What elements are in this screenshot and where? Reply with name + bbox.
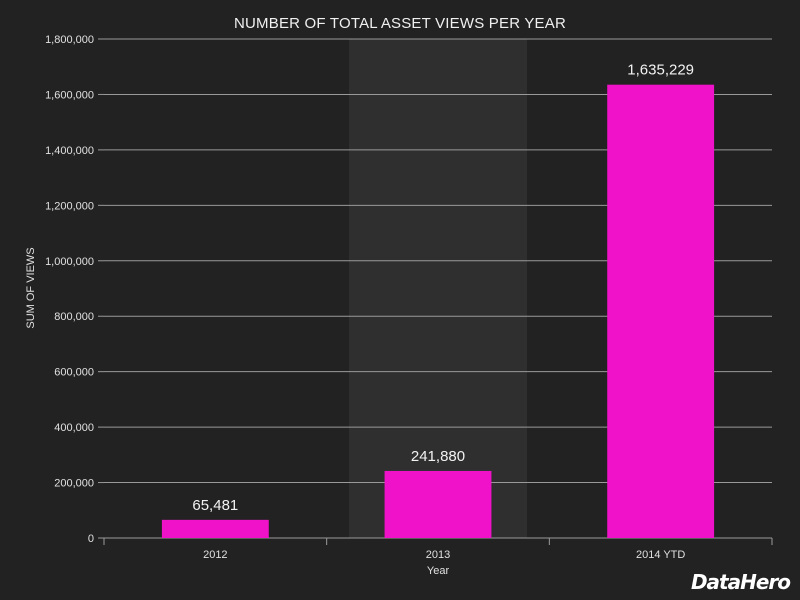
y-tick-label: 1,800,000 xyxy=(45,34,94,46)
y-tick-label: 200,000 xyxy=(54,478,94,490)
x-tick-label: 2012 xyxy=(203,549,227,561)
bar-value-label: 241,880 xyxy=(411,448,465,465)
bar[interactable] xyxy=(384,470,492,538)
x-tick-label: 2013 xyxy=(426,549,450,561)
y-tick-label: 1,200,000 xyxy=(45,200,94,212)
bar-value-label: 65,481 xyxy=(192,497,238,514)
y-tick-label: 1,600,000 xyxy=(45,89,94,101)
y-axis-label: SUM OF VIEWS xyxy=(25,247,37,328)
y-tick-label: 1,000,000 xyxy=(45,256,94,268)
y-tick-label: 1,400,000 xyxy=(45,145,94,157)
highlight-band xyxy=(348,39,528,538)
bar-value-label: 1,635,229 xyxy=(627,62,694,79)
bar[interactable] xyxy=(161,519,269,538)
chart-title: NUMBER OF TOTAL ASSET VIEWS PER YEAR xyxy=(234,15,566,32)
x-tick-label: 2014 YTD xyxy=(636,549,685,561)
y-tick-label: 600,000 xyxy=(54,367,94,379)
x-axis-label: Year xyxy=(427,565,450,577)
y-tick-label: 800,000 xyxy=(54,311,94,323)
y-tick-label: 0 xyxy=(88,533,94,545)
y-tick-label: 400,000 xyxy=(54,422,94,434)
datahero-logo: DataHero xyxy=(690,570,791,594)
bar[interactable] xyxy=(607,84,715,538)
